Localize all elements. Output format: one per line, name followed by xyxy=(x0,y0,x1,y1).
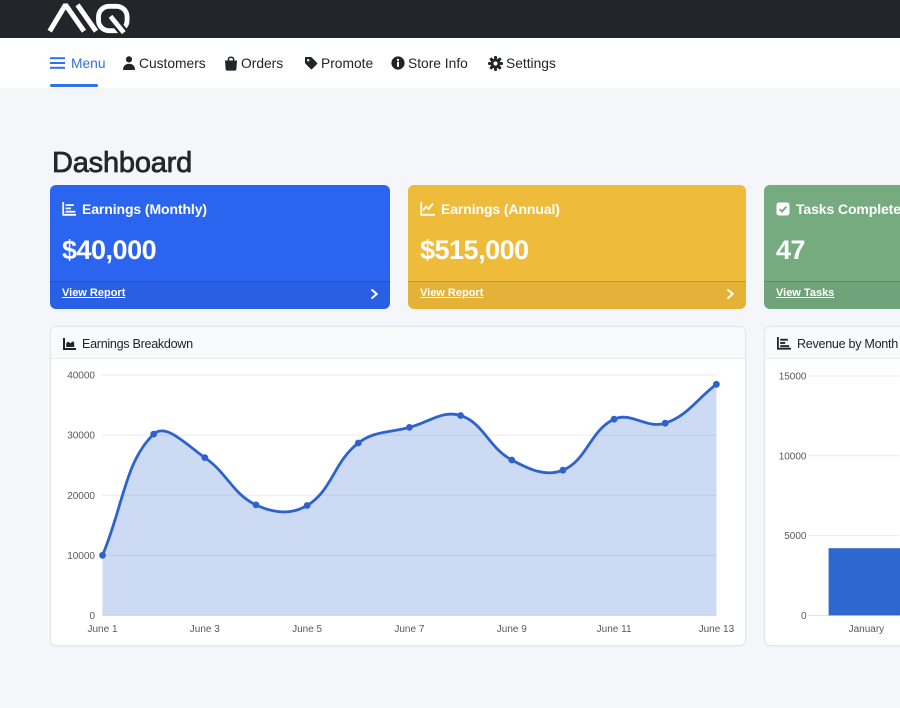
svg-text:30000: 30000 xyxy=(67,431,95,442)
svg-text:June 1: June 1 xyxy=(87,624,117,635)
svg-text:0: 0 xyxy=(89,611,95,622)
svg-text:10000: 10000 xyxy=(67,551,95,562)
svg-text:10000: 10000 xyxy=(779,451,807,462)
svg-text:June 11: June 11 xyxy=(597,624,632,635)
svg-text:June 5: June 5 xyxy=(292,624,322,635)
svg-text:June 3: June 3 xyxy=(190,624,220,635)
svg-text:15000: 15000 xyxy=(779,372,807,383)
svg-text:5000: 5000 xyxy=(784,531,807,542)
svg-text:20000: 20000 xyxy=(67,491,95,502)
svg-text:40000: 40000 xyxy=(67,371,95,382)
svg-text:January: January xyxy=(849,624,885,635)
svg-text:June 9: June 9 xyxy=(497,624,527,635)
svg-text:0: 0 xyxy=(801,611,807,622)
svg-text:June 13: June 13 xyxy=(699,624,735,635)
svg-text:June 7: June 7 xyxy=(394,624,424,635)
